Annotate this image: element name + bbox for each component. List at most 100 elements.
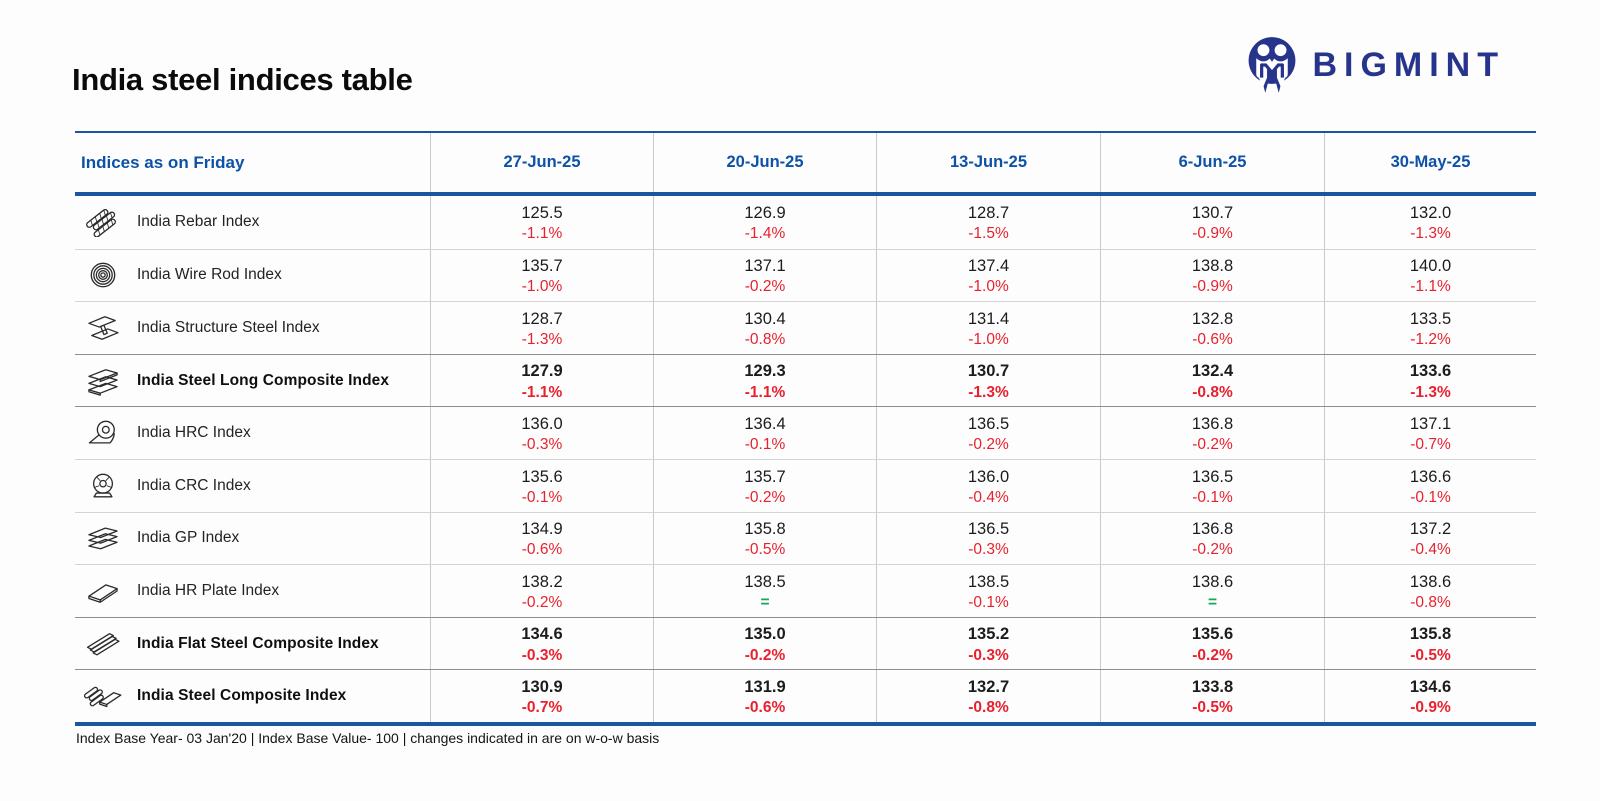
header-indices-label: Indices as on Friday — [81, 152, 245, 172]
index-label-cell: India HRC Index — [75, 407, 430, 459]
wow-change-negative: -0.9% — [1192, 225, 1233, 243]
index-name: India Steel Composite Index — [137, 687, 347, 705]
wow-change-negative: -0.4% — [968, 488, 1009, 506]
index-value: 137.1 — [744, 257, 786, 276]
index-value: 136.5 — [1191, 467, 1234, 486]
index-value: 133.5 — [1409, 309, 1452, 328]
wow-change-negative: -0.8% — [968, 699, 1009, 717]
index-value-cell: 130.4 -0.8% — [653, 302, 876, 354]
table-body: India Rebar Index 125.5 -1.1% 126.9 -1.4% 12… — [75, 196, 1536, 722]
index-value: 132.4 — [1191, 362, 1234, 381]
index-value: 133.6 — [1409, 362, 1452, 381]
wow-change-negative: -0.3% — [521, 646, 563, 664]
index-value: 140.0 — [1409, 257, 1452, 276]
index-value: 130.4 — [744, 309, 786, 328]
wow-change-negative: -0.1% — [521, 488, 563, 506]
index-value: 136.4 — [744, 415, 786, 434]
table-row: India Wire Rod Index 135.7 -1.0% 137.1 -0.2… — [75, 248, 1536, 302]
wow-change-negative: -1.1% — [1410, 278, 1451, 296]
index-value: 132.8 — [1191, 309, 1234, 328]
index-value-cell: 133.5 -1.2% — [1324, 302, 1536, 354]
index-value-cell: 136.5 -0.3% — [876, 512, 1100, 565]
wow-change-negative: -0.2% — [744, 488, 786, 506]
index-value-cell: 129.3 -1.1% — [653, 354, 876, 407]
index-value: 135.8 — [744, 520, 786, 539]
index-value-cell: 138.6 = — [1100, 565, 1324, 617]
wow-change-negative: -1.0% — [968, 278, 1009, 296]
index-value: 135.2 — [967, 625, 1010, 644]
wow-change-negative: -0.1% — [1192, 488, 1233, 506]
brand-wordmark: BIGMINT — [1312, 45, 1505, 84]
index-label-cell: India Rebar Index — [75, 196, 430, 249]
wow-change-negative: -0.2% — [1192, 436, 1233, 454]
wow-change-negative: -0.2% — [521, 594, 563, 611]
table-row: India Steel Composite Index 130.9 -0.7% 13… — [75, 669, 1536, 722]
index-value-cell: 130.7 -1.3% — [876, 354, 1100, 407]
index-value: 136.0 — [967, 467, 1010, 486]
wow-change-negative: -1.3% — [1410, 225, 1451, 243]
wow-change-negative: -1.4% — [744, 225, 786, 243]
index-name: India Rebar Index — [137, 213, 260, 231]
header-date-5: 30-May-25 — [1324, 133, 1536, 192]
index-value-cell: 136.6 -0.1% — [1324, 459, 1536, 512]
index-value: 128.7 — [521, 309, 563, 328]
table-row: India HR Plate Index 138.2 -0.2% 138.5 = 138… — [75, 564, 1536, 617]
wow-change-negative: -1.3% — [1410, 383, 1451, 401]
index-value: 136.5 — [967, 520, 1010, 539]
index-label-cell: India CRC Index — [75, 460, 430, 512]
wow-change-negative: -0.9% — [1192, 278, 1233, 296]
wow-change-flat: = — [1207, 594, 1218, 611]
wow-change-negative: -1.0% — [968, 331, 1009, 349]
table-row: India GP Index 134.9 -0.6% 135.8 -0.5% 136.5… — [75, 511, 1536, 565]
bigmint-monogram-icon — [1245, 34, 1299, 96]
index-label-cell: India Structure Steel Index — [75, 302, 430, 354]
index-value: 134.6 — [521, 625, 563, 644]
index-value: 137.1 — [1409, 415, 1452, 434]
wow-change-negative: -0.8% — [1192, 383, 1233, 401]
index-value: 125.5 — [521, 204, 563, 223]
index-value: 130.7 — [1191, 204, 1234, 223]
index-value-cell: 138.8 -0.9% — [1100, 249, 1324, 302]
index-value-cell: 135.6 -0.2% — [1100, 617, 1324, 670]
index-value-cell: 126.9 -1.4% — [653, 196, 876, 249]
index-value-cell: 137.1 -0.7% — [1324, 407, 1536, 459]
wow-change-negative: -0.3% — [968, 646, 1009, 664]
index-value-cell: 135.8 -0.5% — [653, 512, 876, 565]
long-steel-stack-icon — [82, 366, 124, 396]
index-value-cell: 138.5 -0.1% — [876, 565, 1100, 617]
index-value-cell: 130.9 -0.7% — [430, 670, 653, 722]
index-name: India GP Index — [137, 529, 240, 547]
index-value: 138.6 — [1409, 572, 1452, 591]
index-value: 134.6 — [1409, 678, 1452, 697]
index-value-cell: 136.8 -0.2% — [1100, 512, 1324, 565]
index-label-cell: India Steel Long Composite Index — [75, 355, 430, 407]
table-row: India Structure Steel Index 128.7 -1.3% 13… — [75, 301, 1536, 354]
index-value-cell: 137.4 -1.0% — [876, 249, 1100, 302]
header-date-1: 27-Jun-25 — [430, 133, 653, 192]
index-value: 136.8 — [1191, 415, 1234, 434]
gp-sheets-icon — [82, 523, 124, 553]
index-value-cell: 134.6 -0.3% — [430, 617, 653, 670]
index-value-cell: 127.9 -1.1% — [430, 354, 653, 407]
wow-change-negative: -0.1% — [744, 436, 786, 454]
table-row: India CRC Index 135.6 -0.1% 135.7 -0.2% 136.… — [75, 458, 1536, 512]
wow-change-negative: -0.1% — [1410, 488, 1451, 506]
header-date-4: 6-Jun-25 — [1100, 133, 1324, 192]
index-value-cell: 135.8 -0.5% — [1324, 617, 1536, 670]
index-name: India CRC Index — [137, 476, 251, 494]
index-value-cell: 136.5 -0.1% — [1100, 459, 1324, 512]
index-name: India Steel Long Composite Index — [137, 371, 390, 389]
index-label-cell: India Flat Steel Composite Index — [75, 618, 430, 670]
wow-change-negative: -0.8% — [1410, 594, 1451, 611]
index-value-cell: 137.1 -0.2% — [653, 249, 876, 302]
header-date-2: 20-Jun-25 — [653, 133, 876, 192]
index-value: 137.2 — [1409, 520, 1452, 539]
index-value: 138.8 — [1191, 257, 1234, 276]
wow-change-negative: -1.1% — [521, 225, 563, 243]
index-value-cell: 136.0 -0.3% — [430, 407, 653, 459]
index-value-cell: 132.0 -1.3% — [1324, 196, 1536, 249]
table-row: India Rebar Index 125.5 -1.1% 126.9 -1.4% 12… — [75, 196, 1536, 249]
crc-coil-icon — [82, 471, 124, 501]
index-value-cell: 138.5 = — [653, 565, 876, 617]
